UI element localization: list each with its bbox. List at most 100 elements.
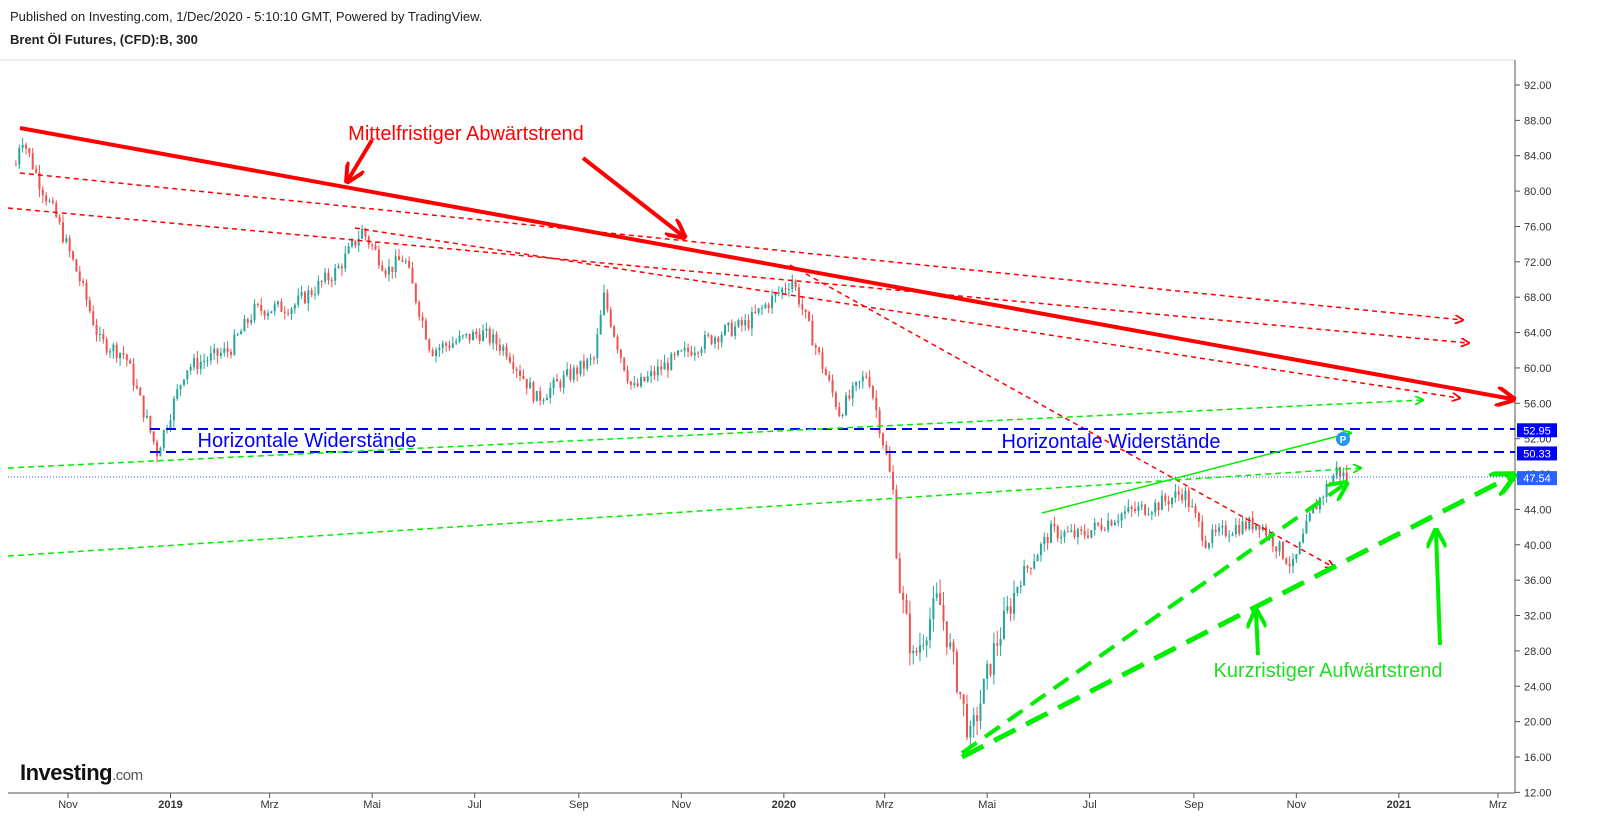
candle-body [441,343,444,348]
candle-body [1117,520,1120,523]
downtrend-annotation: Mittelfristiger Abwärtstrend [348,123,584,145]
candle-body [744,320,747,326]
candle-body [670,353,673,371]
candle-body [935,593,938,598]
pivot-marker-label: P [1340,435,1347,446]
candle-body [233,334,236,355]
candle-body [781,288,784,293]
candle-body [932,597,935,620]
candle-body [347,246,350,254]
x-tick-label: Mrz [1489,799,1507,811]
x-tick-label: Nov [1287,799,1307,811]
candle-body [858,381,861,383]
candle-body [243,319,246,332]
candle-body [1097,522,1100,525]
candle-body [966,703,969,738]
candle-body [845,395,848,416]
candle-body [552,379,555,389]
candle-body [112,344,115,352]
x-axis: Nov 2019 Mrz Mai Jul Sep Nov 2020 Mrz Mai Jul Sep No… [58,793,1507,811]
candle-body [102,333,105,340]
candle-body [1218,527,1221,532]
candle-body [1298,542,1301,555]
candle-body [45,195,48,202]
investing-logo: Investing.com [20,760,143,785]
y-tick-label: 44.00 [1524,504,1552,516]
candle-body [683,347,686,351]
candle-body [676,350,679,355]
uptrend-annotation-arrow-left [1256,612,1258,656]
candle-body [253,303,256,321]
candle-body [724,325,727,335]
candle-body [767,304,770,309]
candle-body [1033,561,1036,569]
candle-body [1211,529,1214,544]
candle-body [740,319,743,326]
candle-body [377,249,380,266]
candle-body [747,320,750,329]
candle-body [972,715,975,726]
candle-body [1248,517,1251,529]
y-tick-label: 16.00 [1524,752,1552,764]
candle-body [1194,506,1197,514]
y-tick-label: 88.00 [1524,115,1552,127]
x-tick-label: Sep [1184,799,1204,811]
candle-body [727,322,730,326]
candle-body [1113,522,1116,526]
candle-body [482,330,485,341]
candle-body [831,379,834,393]
candle-body [1127,506,1130,512]
pivot-marker[interactable]: P [1336,432,1350,446]
candle-body [1315,506,1318,510]
candle-body [119,352,122,359]
candle-body [599,314,602,335]
x-tick-label: 2019 [158,799,182,811]
candle-body [562,375,565,388]
candle-body [905,599,908,614]
candle-body [1255,525,1258,530]
candle-body [219,352,222,356]
candle-body [381,265,384,271]
candle-body [1039,544,1042,556]
candle-body [828,375,831,380]
candle-body [522,376,525,379]
candle-body [21,144,24,149]
candle-body [603,292,606,315]
candle-body [663,362,666,370]
candle-body [1181,494,1184,501]
candle-body [1291,559,1294,567]
price-label-box [1517,471,1557,486]
candle-body [992,643,995,675]
candle-body [881,433,884,446]
candle-body [1308,513,1311,521]
x-tick-label: Nov [672,799,692,811]
y-tick-label: 36.00 [1524,575,1552,587]
candle-body [159,447,162,457]
candle-body [364,229,367,237]
candle-body [1167,501,1170,505]
price-label-text: 52.95 [1523,425,1551,437]
candle-body [1305,520,1308,534]
candle-body [132,363,135,386]
candle-body [1288,563,1291,567]
candle-body [461,335,464,337]
candle-body [229,351,232,355]
candle-body [757,308,760,313]
candle-body [1130,506,1133,509]
candle-body [1016,587,1019,593]
candle-body [240,331,243,335]
candle-body [149,415,152,432]
candle-body [129,360,132,364]
candle-body [18,148,21,165]
candle-body [908,613,911,654]
candle-body [1238,525,1241,534]
candle-body [750,311,753,329]
candle-body [1221,525,1224,528]
candle-body [680,350,683,352]
candle-body [713,337,716,344]
candle-body [95,324,98,335]
candle-body [374,245,377,250]
candle-body [85,282,88,301]
candle-body [189,366,192,371]
